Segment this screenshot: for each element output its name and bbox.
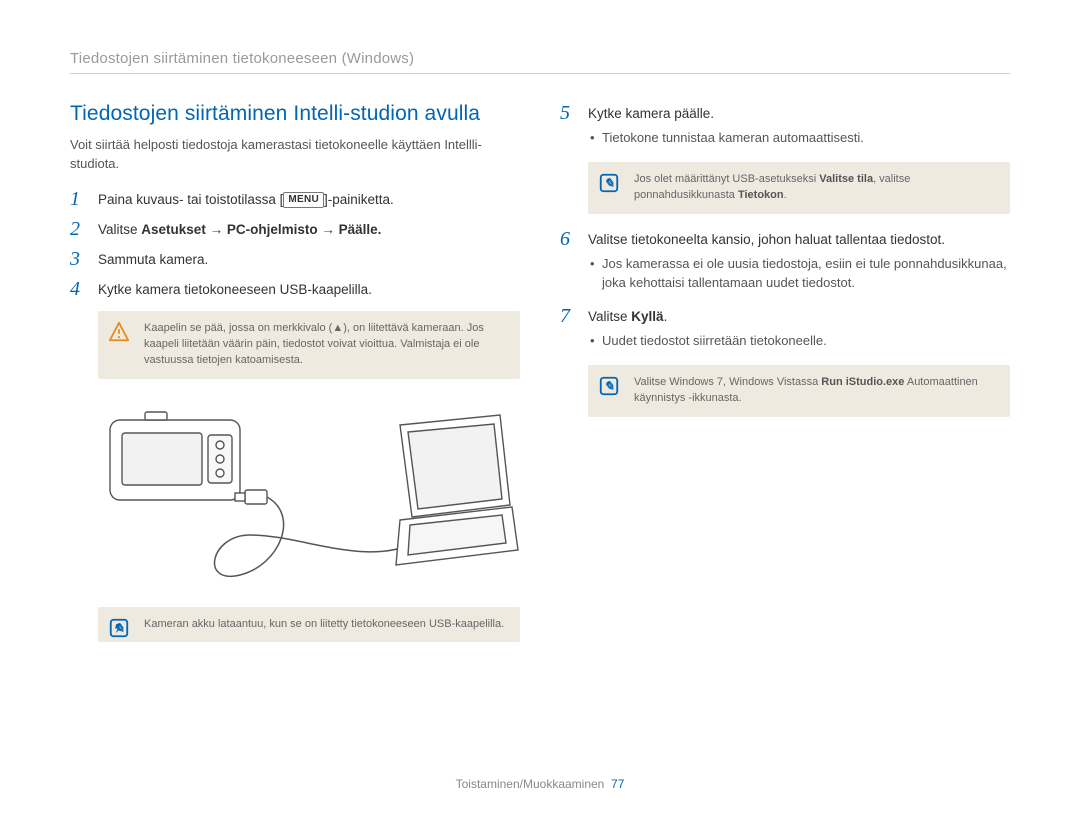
info-icon: ✎ (598, 375, 620, 397)
info-icon: ✎ (598, 172, 620, 194)
right-column: 5 Kytke kamera päälle. Tietokone tunnist… (560, 102, 1010, 656)
left-column: Tiedostojen siirtäminen Intelli-studion … (70, 102, 520, 656)
page-number: 77 (611, 777, 624, 791)
step-text: Valitse tietokoneelta kansio, johon halu… (588, 232, 945, 247)
step-number: 6 (560, 228, 578, 250)
bullet-item: Uudet tiedostot siirretään tietokoneelle… (588, 331, 1010, 351)
step-body: Valitse Asetukset → PC-ohjelmisto → Pääl… (98, 218, 520, 240)
info-icon: ✎ (108, 617, 130, 639)
svg-text:✎: ✎ (604, 175, 615, 190)
step-1: 1 Paina kuvaus- tai toistotilassa [MENU]… (70, 188, 520, 210)
section-title: Tiedostojen siirtäminen Intelli-studion … (70, 102, 520, 126)
step-body: Valitse tietokoneelta kansio, johon halu… (588, 228, 1010, 297)
bullet-list: Jos kamerassa ei ole uusia tiedostoja, e… (588, 254, 1010, 293)
step-number: 1 (70, 188, 88, 210)
menu-button-label: MENU (283, 192, 324, 208)
warning-note: Kaapelin se pää, jossa on merkkivalo (▲)… (98, 311, 520, 379)
step-body: Sammuta kamera. (98, 248, 520, 270)
step-5: 5 Kytke kamera päälle. Tietokone tunnist… (560, 102, 1010, 152)
step-3: 3 Sammuta kamera. (70, 248, 520, 270)
step-body: Valitse Kyllä. Uudet tiedostot siirretää… (588, 305, 1010, 355)
step-number: 7 (560, 305, 578, 327)
bullet-item: Jos kamerassa ei ole uusia tiedostoja, e… (588, 254, 1010, 293)
step-text-post: ]-painiketta. (324, 192, 394, 207)
page-footer: Toistaminen/Muokkaaminen 77 (0, 777, 1080, 791)
warning-text: Kaapelin se pää, jossa on merkkivalo (▲)… (144, 321, 506, 369)
svg-text:✎: ✎ (604, 378, 615, 393)
bullet-list: Uudet tiedostot siirretään tietokoneelle… (588, 331, 1010, 351)
step-text: Kytke kamera päälle. (588, 106, 714, 121)
intro-text: Voit siirtää helposti tiedostoja kameras… (70, 136, 520, 174)
info-note-windows: ✎ Valitse Windows 7, Windows Vistassa Ru… (588, 365, 1010, 417)
step-body: Kytke kamera päälle. Tietokone tunnistaa… (588, 102, 1010, 152)
step-number: 4 (70, 278, 88, 300)
step-6: 6 Valitse tietokoneelta kansio, johon ha… (560, 228, 1010, 297)
step-text-pre: Paina kuvaus- tai toistotilassa [ (98, 192, 283, 207)
page: Tiedostojen siirtäminen tietokoneeseen (… (0, 0, 1080, 815)
step-4: 4 Kytke kamera tietokoneeseen USB-kaapel… (70, 278, 520, 300)
running-header: Tiedostojen siirtäminen tietokoneeseen (… (70, 50, 1010, 74)
footer-label: Toistaminen/Muokkaaminen (456, 777, 605, 791)
bullet-item: Tietokone tunnistaa kameran automaattise… (588, 128, 1010, 148)
bullet-list: Tietokone tunnistaa kameran automaattise… (588, 128, 1010, 148)
note-text: Jos olet määrittänyt USB-asetukseksi Val… (634, 172, 996, 204)
step-number: 2 (70, 218, 88, 240)
info-note-charging: ✎ Kameran akku lataantuu, kun se on liit… (98, 607, 520, 643)
note-text: Valitse Windows 7, Windows Vistassa Run … (634, 375, 996, 407)
svg-text:✎: ✎ (114, 620, 125, 635)
step-2: 2 Valitse Asetukset → PC-ohjelmisto → Pä… (70, 218, 520, 240)
warning-icon (108, 321, 130, 343)
two-column-layout: Tiedostojen siirtäminen Intelli-studion … (70, 102, 1010, 656)
info-note-usb-mode: ✎ Jos olet määrittänyt USB-asetukseksi V… (588, 162, 1010, 214)
step-7: 7 Valitse Kyllä. Uudet tiedostot siirret… (560, 305, 1010, 355)
connection-illustration (100, 395, 520, 595)
step-number: 5 (560, 102, 578, 124)
step-body: Paina kuvaus- tai toistotilassa [MENU]-p… (98, 188, 520, 210)
step-body: Kytke kamera tietokoneeseen USB-kaapelil… (98, 278, 520, 300)
step-number: 3 (70, 248, 88, 270)
note-text: Kameran akku lataantuu, kun se on liitet… (144, 617, 506, 633)
